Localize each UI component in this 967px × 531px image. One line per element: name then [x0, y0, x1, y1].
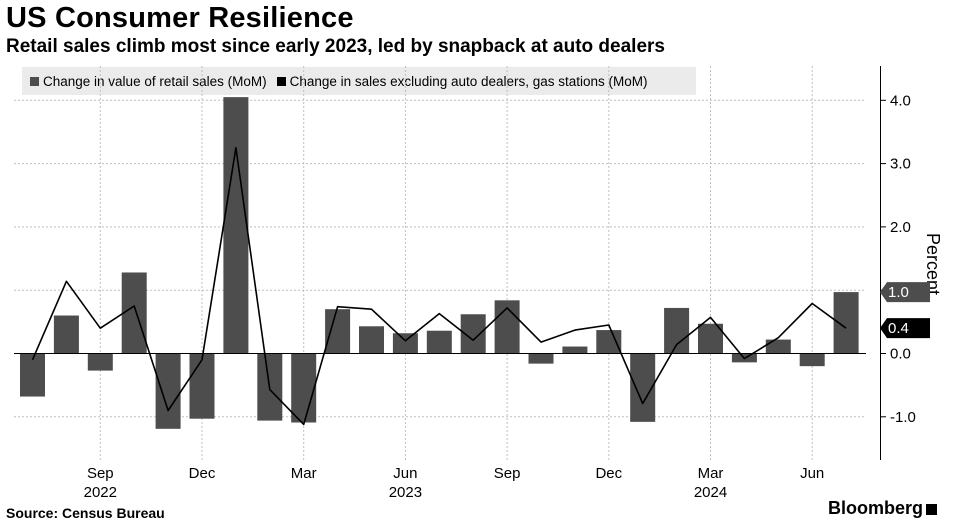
bar	[189, 353, 215, 419]
bar	[87, 353, 113, 371]
end-value-label: 0.4	[888, 320, 909, 337]
bar	[765, 339, 791, 354]
y-tick-label: 3.0	[890, 156, 911, 173]
legend-label-ex-auto-gas: Change in sales excluding auto dealers, …	[289, 73, 648, 89]
bar	[562, 346, 588, 354]
bar	[155, 353, 181, 429]
chart-title: US Consumer Resilience	[6, 2, 354, 34]
bar	[596, 330, 622, 354]
bloomberg-logo: Bloomberg	[828, 498, 938, 519]
legend-swatch-line	[276, 76, 286, 86]
bar	[426, 330, 452, 354]
bar	[223, 97, 249, 354]
x-tick-label: Mar	[698, 465, 724, 482]
end-value-callout	[880, 318, 930, 339]
bar	[664, 307, 690, 354]
x-tick-label: Mar	[291, 465, 317, 482]
x-year-label: 2023	[389, 484, 422, 501]
bar	[359, 326, 384, 354]
y-axis-title: Percent	[923, 233, 943, 295]
legend: Change in value of retail sales (MoM) Ch…	[22, 67, 696, 95]
legend-label-retail-sales: Change in value of retail sales (MoM)	[43, 73, 267, 89]
bar	[799, 353, 825, 367]
y-tick-label: 4.0	[890, 92, 911, 109]
y-tick-label: -1.0	[890, 409, 916, 426]
x-year-label: 2022	[84, 484, 117, 501]
bar	[53, 315, 79, 354]
chart-subtitle: Retail sales climb most since early 2023…	[6, 36, 665, 57]
x-tick-label: Dec	[595, 465, 622, 482]
bar	[325, 309, 351, 354]
bloomberg-mark-icon	[926, 503, 938, 515]
x-tick-label: Jun	[800, 465, 824, 482]
legend-item-retail-sales: Change in value of retail sales (MoM)	[30, 74, 267, 89]
x-year-label: 2024	[694, 484, 727, 501]
x-tick-label: Dec	[189, 465, 216, 482]
end-value-callout	[880, 282, 930, 303]
y-tick-label: 2.0	[890, 219, 911, 236]
end-value-label: 1.0	[888, 284, 909, 301]
bar	[494, 300, 520, 354]
y-tick-label: 0.0	[890, 346, 911, 363]
bar	[528, 353, 554, 364]
bar	[20, 353, 45, 397]
series-line	[31, 147, 847, 426]
bar	[121, 272, 147, 354]
bar	[392, 333, 418, 354]
x-tick-label: Sep	[494, 465, 521, 482]
x-tick-label: Sep	[87, 465, 114, 482]
source-note: Source: Census Bureau	[6, 505, 165, 521]
legend-swatch-bars	[30, 76, 39, 86]
bar	[291, 353, 317, 423]
legend-item-ex-auto-gas: Change in sales excluding auto dealers, …	[276, 73, 648, 89]
x-tick-label: Jun	[393, 465, 417, 482]
